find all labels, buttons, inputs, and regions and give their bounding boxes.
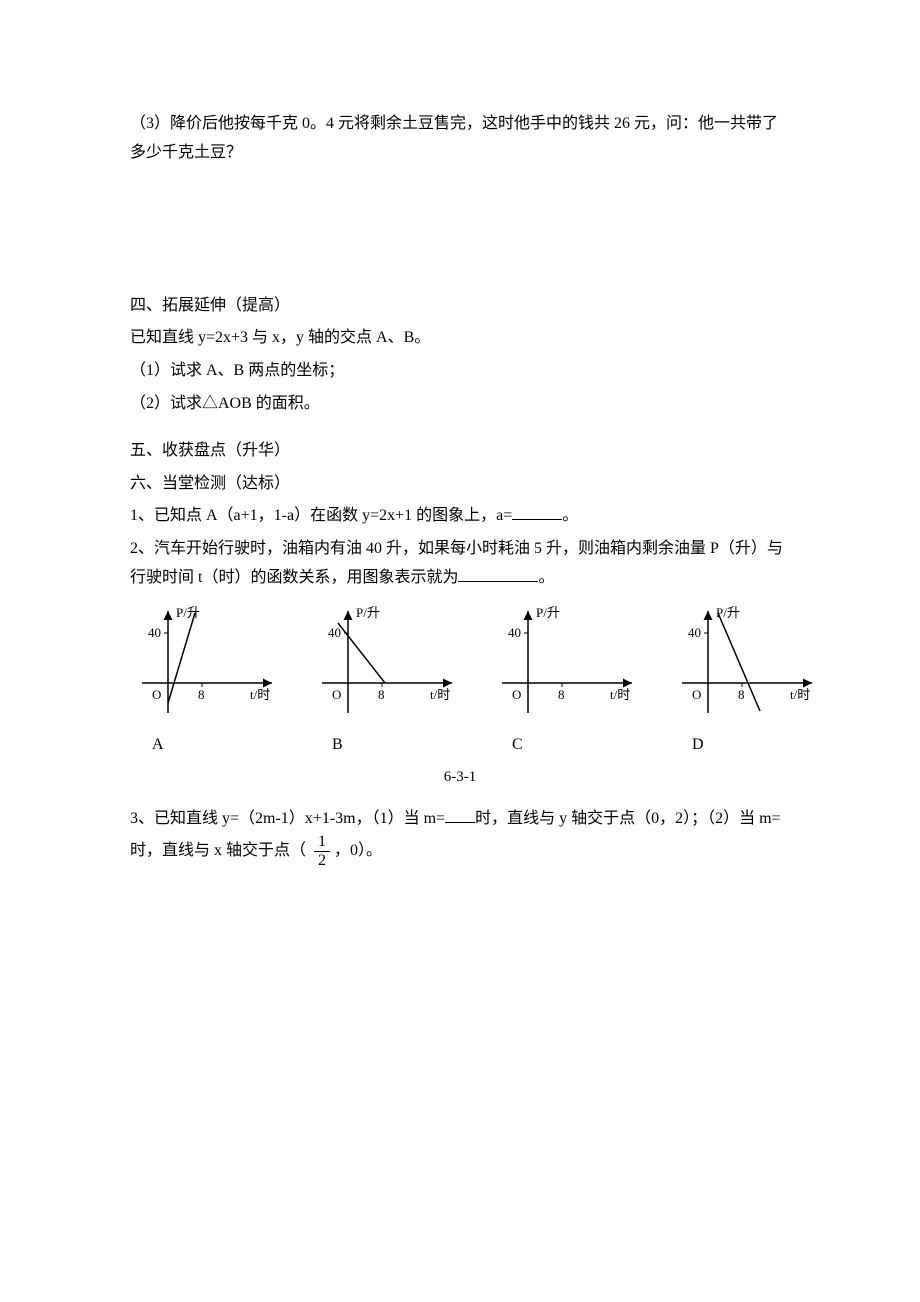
svg-text:t/时: t/时 <box>250 687 270 702</box>
q1-text-a: 1、已知点 A（a+1，1-a）在函数 y=2x+1 的图象上，a= <box>130 507 512 524</box>
section-4-title: 四、拓展延伸（提高） <box>130 292 790 321</box>
question-3-3: （3）降价后他按每千克 0。4 元将剩余土豆售完，这时他手中的钱共 26 元，问… <box>130 110 790 168</box>
svg-text:8: 8 <box>378 687 385 702</box>
chart-letter: B <box>332 731 343 760</box>
q2-text-b: 。 <box>538 569 554 586</box>
chart-block: 408OP/升t/时D <box>670 603 820 760</box>
spacer <box>130 791 790 805</box>
section-4-stem: 已知直线 y=2x+3 与 x，y 轴的交点 A、B。 <box>130 324 790 353</box>
chart-letter: C <box>512 731 523 760</box>
document-page: （3）降价后他按每千克 0。4 元将剩余土豆售完，这时他手中的钱共 26 元，问… <box>0 0 920 1302</box>
fraction: 12 <box>314 833 330 869</box>
svg-text:O: O <box>332 687 341 702</box>
q3-text-c: 时，直线与 x 轴交于点（ <box>130 842 310 859</box>
section-6-q1: 1、已知点 A（a+1，1-a）在函数 y=2x+1 的图象上，a= 。 <box>130 502 790 531</box>
section-6-q3: 3、已知直线 y=（2m-1）x+1-3m，（1）当 m= 时，直线与 y 轴交于… <box>130 805 790 870</box>
svg-text:40: 40 <box>508 625 521 640</box>
q3-text-b: 时，直线与 y 轴交于点（0，2）；（2）当 m= <box>475 810 780 827</box>
svg-text:P/升: P/升 <box>176 605 200 620</box>
q3-text-a: 3、已知直线 y=（2m-1）x+1-3m，（1）当 m= <box>130 810 445 827</box>
svg-text:8: 8 <box>738 687 745 702</box>
chart-block: 40 8 O P/升 t/时 B <box>310 603 460 760</box>
svg-text:O: O <box>152 687 161 702</box>
fraction-denominator: 2 <box>314 852 330 870</box>
charts-row: 408OP/升t/时A408OP/升t/时B408OP/升t/时C408OP/升… <box>130 603 790 760</box>
svg-text:8: 8 <box>558 687 565 702</box>
svg-text:t/时: t/时 <box>610 687 630 702</box>
section-6-q2: 2、汽车开始行驶时，油箱内有油 40 升，如果每小时耗油 5 升，则油箱内剩余油… <box>130 535 790 593</box>
q3-text-d: ，0）。 <box>334 842 382 859</box>
chart-block: 40 8 O P/升 t/时 A <box>130 603 280 760</box>
chart-letter: D <box>692 731 704 760</box>
chart-c: 40 8 O P/升 t/时 <box>490 603 640 723</box>
chart-b: 40 8 O P/升 t/时 <box>310 603 460 723</box>
chart-block: 40 8 O P/升 t/时 C <box>490 603 640 760</box>
svg-text:P/升: P/升 <box>356 605 380 620</box>
blank-line <box>445 806 475 823</box>
svg-text:t/时: t/时 <box>790 687 810 702</box>
section-6-title: 六、当堂检测（达标） <box>130 470 790 499</box>
q1-text-b: 。 <box>562 507 578 524</box>
svg-text:O: O <box>692 687 701 702</box>
blank-line <box>512 503 562 520</box>
spacer <box>130 172 790 292</box>
q2-text-a: 2、汽车开始行驶时，油箱内有油 40 升，如果每小时耗油 5 升，则油箱内剩余油… <box>130 540 783 586</box>
svg-text:40: 40 <box>688 625 701 640</box>
svg-text:40: 40 <box>148 625 161 640</box>
svg-text:40: 40 <box>328 625 341 640</box>
fraction-numerator: 1 <box>314 833 330 852</box>
spacer <box>130 423 790 437</box>
svg-text:t/时: t/时 <box>430 687 450 702</box>
section-4-sub1: （1）试求 A、B 两点的坐标； <box>130 357 790 386</box>
section-4-sub2: （2）试求△AOB 的面积。 <box>130 390 790 419</box>
svg-text:P/升: P/升 <box>536 605 560 620</box>
section-5-title: 五、收获盘点（升华） <box>130 437 790 466</box>
chart-a: 40 8 O P/升 t/时 <box>130 603 280 723</box>
svg-text:O: O <box>512 687 521 702</box>
blank-line <box>458 565 538 582</box>
chart-letter: A <box>152 731 164 760</box>
chart-d: 408OP/升t/时 <box>670 603 820 723</box>
svg-text:8: 8 <box>198 687 205 702</box>
figure-caption: 6-3-1 <box>130 764 790 791</box>
